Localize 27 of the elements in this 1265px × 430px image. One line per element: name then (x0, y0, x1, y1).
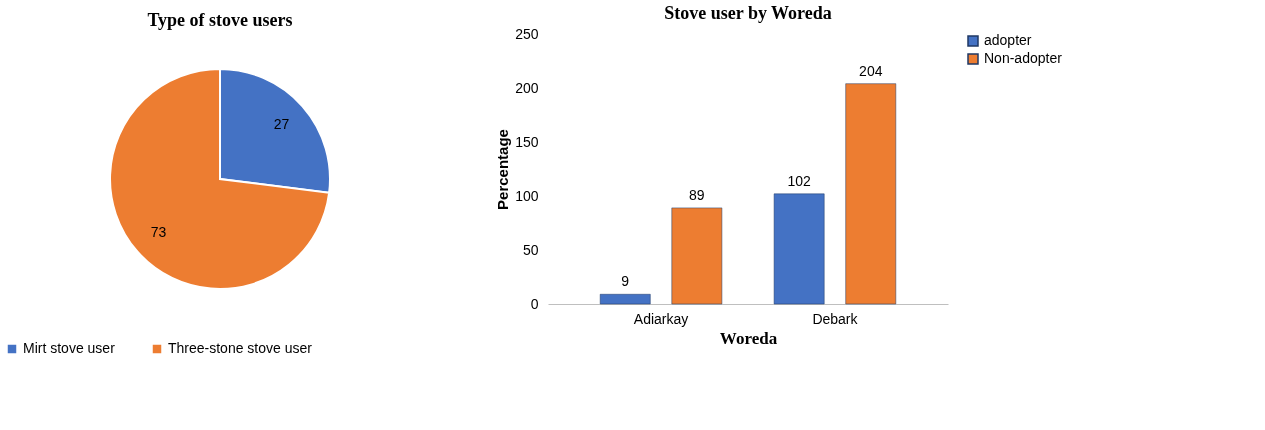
data-label: 102 (787, 172, 812, 189)
legend-label: adopter (984, 32, 1032, 48)
data-label: 9 (621, 273, 630, 290)
pie-slice (109, 68, 331, 290)
x-tick-label: Adiarkay (633, 310, 689, 327)
data-label: 27 (273, 115, 290, 132)
y-tick-label: 150 (515, 133, 539, 150)
y-tick-label: 100 (515, 187, 539, 204)
y-tick-label: 0 (530, 295, 539, 312)
data-label: 204 (859, 62, 883, 79)
bar (599, 294, 651, 305)
bar (773, 193, 825, 305)
chart-title: Stove user by Woreda (664, 3, 832, 23)
data-label: 89 (689, 186, 705, 203)
bar (671, 207, 723, 305)
bar (845, 83, 897, 305)
x-axis-title: Woreda (719, 328, 778, 348)
y-tick-label: 250 (515, 25, 539, 42)
y-axis-title: Percentage (494, 129, 512, 210)
data-label: 73 (150, 224, 167, 241)
legend-label: Three-stone stove user (168, 340, 313, 356)
y-tick-label: 50 (522, 241, 539, 258)
y-tick-label: 200 (515, 79, 539, 96)
x-tick-label: Debark (812, 310, 859, 327)
chart-title: Type of stove users (147, 10, 293, 30)
legend-label: Non-adopter (984, 50, 1063, 66)
legend-label: Mirt stove user (23, 340, 116, 356)
